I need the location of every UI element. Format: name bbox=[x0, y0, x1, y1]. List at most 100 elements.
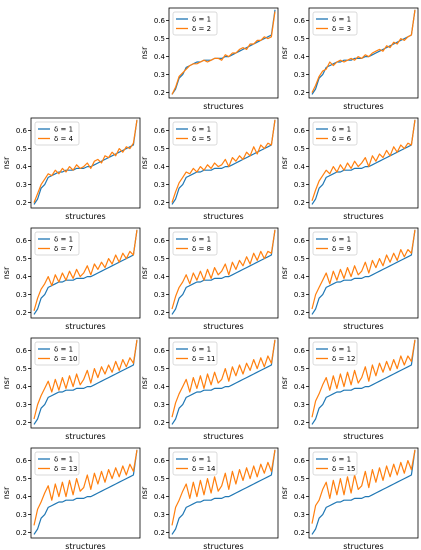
subplot-3: 0.2 0.3 0.4 0.5 0.6 nsr structures δ = 1δ = 4 bbox=[2, 117, 141, 221]
x-axis-label: structures bbox=[65, 322, 105, 331]
x-axis-label: structures bbox=[343, 432, 383, 441]
legend-box bbox=[172, 341, 218, 366]
y-tick-label: 0.3 bbox=[154, 291, 165, 299]
y-tick-label: 0.5 bbox=[294, 365, 305, 373]
legend-label: δ = 11 bbox=[192, 355, 216, 363]
legend: δ = 1δ = 5 bbox=[172, 121, 218, 146]
legend-label: δ = 1 bbox=[332, 16, 351, 24]
axes-frame bbox=[308, 7, 419, 99]
legend: δ = 1δ = 7 bbox=[34, 231, 80, 256]
y-tick-label: 0.4 bbox=[154, 273, 166, 281]
axes-frame bbox=[168, 7, 279, 99]
x-axis-label: structures bbox=[203, 102, 243, 111]
y-tick-label: 0.4 bbox=[294, 53, 306, 61]
subplot-13: 0.2 0.3 0.4 0.5 0.6 nsr structures δ = 1δ = 14 bbox=[140, 447, 279, 550]
y-tick-label: 0.6 bbox=[154, 457, 166, 465]
series-line-base bbox=[311, 449, 416, 535]
y-tick-label: 0.5 bbox=[16, 255, 27, 263]
subplot-14: 0.2 0.3 0.4 0.5 0.6 nsr structures δ = 1δ = 15 bbox=[280, 447, 419, 550]
y-tick-label: 0.2 bbox=[16, 529, 27, 537]
legend-label: δ = 1 bbox=[192, 126, 211, 134]
y-tick-label: 0.6 bbox=[154, 17, 166, 25]
x-axis-label: structures bbox=[65, 212, 105, 221]
axes-frame bbox=[308, 227, 419, 319]
y-tick-label: 0.5 bbox=[154, 35, 165, 43]
y-tick-label: 0.4 bbox=[16, 273, 28, 281]
series-line-delta bbox=[33, 119, 138, 203]
y-tick-label: 0.5 bbox=[154, 365, 165, 373]
subplot-6: 0.2 0.3 0.4 0.5 0.6 nsr structures δ = 1δ = 7 bbox=[2, 227, 141, 331]
x-axis-label: structures bbox=[343, 102, 383, 111]
y-tick-label: 0.6 bbox=[16, 347, 28, 355]
series-line-base bbox=[33, 449, 138, 535]
y-tick-label: 0.6 bbox=[154, 237, 166, 245]
y-tick-label: 0.2 bbox=[154, 89, 165, 97]
y-tick-label: 0.3 bbox=[154, 401, 165, 409]
legend: δ = 1δ = 8 bbox=[172, 231, 218, 256]
y-tick-label: 0.2 bbox=[294, 199, 305, 207]
legend-label: δ = 1 bbox=[332, 346, 351, 354]
y-axis-label: nsr bbox=[2, 486, 11, 499]
subplot-9: 0.2 0.3 0.4 0.5 0.6 nsr structures δ = 1δ = 10 bbox=[2, 337, 141, 441]
y-tick-label: 0.6 bbox=[294, 237, 306, 245]
axes-frame bbox=[308, 117, 419, 209]
legend-label: δ = 13 bbox=[54, 465, 78, 473]
axes-frame bbox=[30, 117, 141, 209]
y-tick-label: 0.2 bbox=[294, 89, 305, 97]
y-tick-label: 0.4 bbox=[154, 383, 166, 391]
subplot-2: 0.2 0.3 0.4 0.5 0.6 nsr structures δ = 1δ = 3 bbox=[280, 7, 419, 111]
axes-frame bbox=[308, 447, 419, 539]
y-tick-label: 0.5 bbox=[154, 145, 165, 153]
y-tick-label: 0.5 bbox=[16, 365, 27, 373]
axes-frame bbox=[168, 447, 279, 539]
legend: δ = 1δ = 3 bbox=[312, 11, 358, 36]
legend-label: δ = 9 bbox=[332, 245, 351, 253]
axes-frame bbox=[168, 227, 279, 319]
y-axis-label: nsr bbox=[2, 376, 11, 389]
axes-frame bbox=[308, 337, 419, 429]
y-tick-label: 0.2 bbox=[154, 529, 165, 537]
y-tick-label: 0.6 bbox=[16, 127, 28, 135]
legend-label: δ = 15 bbox=[332, 465, 356, 473]
y-tick-label: 0.2 bbox=[154, 419, 165, 427]
y-tick-label: 0.3 bbox=[294, 71, 305, 79]
y-tick-label: 0.6 bbox=[16, 237, 28, 245]
series-line-delta bbox=[171, 339, 276, 418]
axes-frame bbox=[168, 337, 279, 429]
y-tick-label: 0.2 bbox=[16, 309, 27, 317]
y-tick-label: 0.5 bbox=[154, 475, 165, 483]
y-axis-label: nsr bbox=[140, 376, 149, 389]
legend-box bbox=[312, 11, 358, 36]
y-tick-label: 0.6 bbox=[294, 347, 306, 355]
axes-frame bbox=[30, 227, 141, 319]
legend: δ = 1δ = 6 bbox=[312, 121, 358, 146]
legend-label: δ = 1 bbox=[54, 126, 73, 134]
series-line-delta bbox=[33, 449, 138, 526]
y-tick-label: 0.3 bbox=[16, 401, 27, 409]
legend-label: δ = 6 bbox=[332, 135, 352, 143]
y-tick-label: 0.4 bbox=[16, 163, 28, 171]
subplot-11: 0.2 0.3 0.4 0.5 0.6 nsr structures δ = 1δ = 12 bbox=[280, 337, 419, 441]
y-tick-label: 0.4 bbox=[294, 273, 306, 281]
legend: δ = 1δ = 11 bbox=[172, 341, 218, 366]
legend-box bbox=[312, 341, 358, 366]
y-tick-label: 0.4 bbox=[294, 163, 306, 171]
y-tick-label: 0.4 bbox=[154, 53, 166, 61]
legend-label: δ = 2 bbox=[192, 25, 211, 33]
y-tick-label: 0.6 bbox=[154, 347, 166, 355]
series-line-delta bbox=[311, 449, 416, 524]
y-tick-label: 0.4 bbox=[16, 383, 28, 391]
x-axis-label: structures bbox=[343, 542, 383, 550]
subplot-12: 0.2 0.3 0.4 0.5 0.6 nsr structures δ = 1δ = 13 bbox=[2, 447, 141, 550]
y-tick-label: 0.5 bbox=[16, 145, 27, 153]
y-tick-label: 0.3 bbox=[154, 511, 165, 519]
legend-label: δ = 1 bbox=[54, 236, 73, 244]
legend: δ = 1δ = 15 bbox=[312, 451, 358, 476]
y-axis-label: nsr bbox=[140, 266, 149, 279]
y-axis-label: nsr bbox=[140, 46, 149, 59]
y-tick-label: 0.3 bbox=[294, 511, 305, 519]
legend-box bbox=[34, 121, 80, 146]
series-line-delta bbox=[311, 9, 416, 93]
y-tick-label: 0.3 bbox=[294, 401, 305, 409]
x-axis-label: structures bbox=[343, 322, 383, 331]
